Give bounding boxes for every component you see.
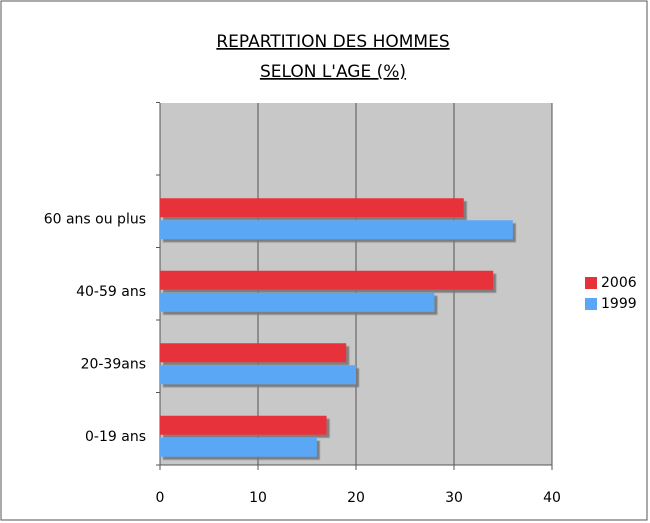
bar xyxy=(160,343,347,363)
bar xyxy=(160,198,464,218)
y-tick-label: 40-59 ans xyxy=(76,284,146,300)
x-tick-label: 30 xyxy=(445,490,463,506)
bar xyxy=(160,292,435,312)
y-tick-label: 20-39ans xyxy=(81,356,146,372)
bar xyxy=(160,220,513,240)
legend-swatch xyxy=(585,298,597,310)
x-tick-label: 40 xyxy=(543,490,561,506)
y-tick-label: 60 ans ou plus xyxy=(44,211,146,227)
bar xyxy=(160,437,317,457)
x-tick-label: 0 xyxy=(156,490,165,506)
bar xyxy=(160,270,494,290)
chart-title: REPARTITION DES HOMMES xyxy=(216,32,449,52)
y-tick-label: 0-19 ans xyxy=(85,429,146,445)
bar xyxy=(160,415,327,435)
bar xyxy=(160,365,356,385)
legend-label: 1999 xyxy=(601,296,637,312)
x-tick-label: 20 xyxy=(347,490,365,506)
x-tick-label: 10 xyxy=(249,490,267,506)
legend-swatch xyxy=(585,277,597,289)
chart-title: SELON L'AGE (%) xyxy=(260,62,406,82)
legend-label: 2006 xyxy=(601,275,637,291)
